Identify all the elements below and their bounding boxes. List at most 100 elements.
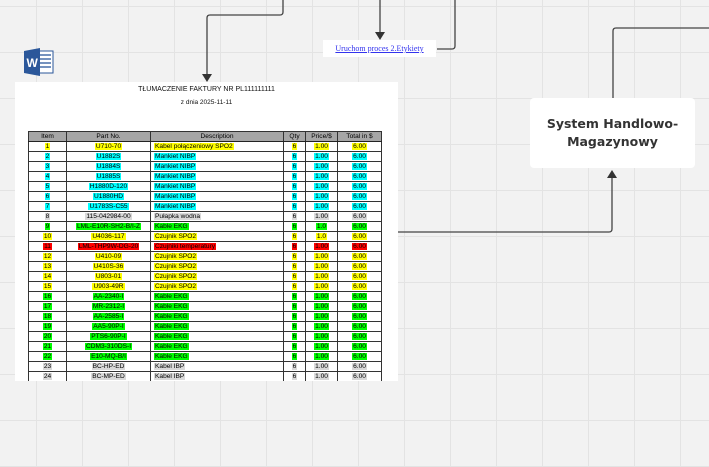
total: 6.00: [352, 363, 367, 370]
table-row: 22 E10-MQ-B/I Kable EKG 6 1.00 6.00: [28, 351, 382, 362]
table-row: 6 U1880HD Mankiet NIBP 6 1.00 6.00: [28, 191, 382, 202]
quantity-cell: 6: [283, 361, 306, 372]
part-number-cell: H1880D-120: [66, 181, 151, 192]
system-node[interactable]: System Handlowo-Magazynowy: [530, 98, 695, 168]
quantity-cell: 6: [283, 271, 306, 282]
total-cell: 6.00: [337, 341, 382, 352]
quantity-cell: 6: [283, 341, 306, 352]
quantity: 6: [291, 203, 298, 210]
table-row: 3 U1884S Mankiet NIBP 6 1.00 6.00: [28, 161, 382, 172]
quantity: 6: [291, 223, 298, 230]
item-number: 7: [44, 203, 51, 210]
item-number: 5: [44, 183, 51, 190]
part-number: U1885S: [95, 173, 122, 180]
total-cell: 6.00: [337, 301, 382, 312]
item-number: 9: [44, 223, 51, 230]
description-cell: Kable EKG: [150, 341, 284, 352]
description: Czujnik SPO2: [154, 273, 198, 280]
price: 1.00: [314, 323, 329, 330]
item-number-cell: 12: [28, 251, 67, 262]
part-number-cell: U4036-117: [66, 231, 151, 242]
price: 1.00: [314, 243, 329, 250]
price: 1.0: [315, 233, 328, 240]
part-number: U4036-117: [91, 233, 126, 240]
table-row: 11 LML-THP9W-DG-20 Czujniki temperatury 6 1.…: [28, 241, 382, 252]
invoice-document[interactable]: TŁUMACZENIE FAKTURY NR PL111111111 z dni…: [15, 82, 398, 381]
quantity: 6: [291, 343, 298, 350]
description: Kable EKG: [154, 313, 189, 320]
description-cell: Kable EKG: [150, 221, 284, 232]
part-number: E10-MQ-B/I: [90, 353, 127, 360]
part-number-cell: 115-042984-00: [66, 211, 151, 222]
description-cell: Czujniki temperatury: [150, 241, 284, 252]
total: 6.00: [352, 273, 367, 280]
total-cell: 6.00: [337, 351, 382, 362]
part-number: MR-2312-I: [91, 303, 126, 310]
description-cell: Kable EKG: [150, 331, 284, 342]
quantity: 6: [291, 213, 298, 220]
quantity-cell: 6: [283, 251, 306, 262]
total: 6.00: [352, 283, 367, 290]
price-cell: 1.00: [305, 291, 338, 302]
table-row: 2 U1882S Mankiet NIBP 6 1.00 6.00: [28, 151, 382, 162]
price-cell: 1.00: [305, 241, 338, 252]
item-number: 21: [42, 343, 53, 350]
quantity-cell: 6: [283, 321, 306, 332]
item-number-cell: 21: [28, 341, 67, 352]
total-cell: 6.00: [337, 201, 382, 212]
table-row: 7 U1783S-C55 Mankiet NIBP 6 1.00 6.00: [28, 201, 382, 212]
part-number-cell: U1885S: [66, 171, 151, 182]
table-row: 8 115-042984-00 Pułapka wodna 6 1.00 6.00: [28, 211, 382, 222]
quantity-cell: 6: [283, 151, 306, 162]
total-cell: 6.00: [337, 141, 382, 152]
item-number: 3: [44, 163, 51, 170]
document-date: z dnia 2025-11-11: [180, 99, 233, 106]
quantity-cell: 6: [283, 311, 306, 322]
quantity-cell: 6: [283, 141, 306, 152]
total-cell: 6.00: [337, 311, 382, 322]
price-cell: 1.00: [305, 161, 338, 172]
item-number-cell: 18: [28, 311, 67, 322]
part-number-cell: U1882S: [66, 151, 151, 162]
table-row: 21 CDM3-310DS-I Kable EKG 6 1.00 6.00: [28, 341, 382, 352]
part-number-cell: U410-09: [66, 251, 151, 262]
price-cell: 1.00: [305, 251, 338, 262]
quantity: 6: [291, 303, 298, 310]
total: 6.00: [352, 333, 367, 340]
description: Czujnik SPO2: [154, 253, 198, 260]
table-row: 19 AA5-90P-I Kable EKG 6 1.00 6.00: [28, 321, 382, 332]
price-cell: 1.00: [305, 371, 338, 381]
description-cell: Mankiet NIBP: [150, 181, 284, 192]
part-number: 115-042984-00: [85, 213, 132, 220]
quantity: 6: [291, 273, 298, 280]
description: Kable EKG: [154, 293, 189, 300]
part-number-cell: U1783S-C55: [66, 201, 151, 212]
total: 6.00: [352, 353, 367, 360]
quantity: 6: [291, 283, 298, 290]
total: 6.00: [352, 313, 367, 320]
connector-document-to-system: [398, 176, 613, 233]
run-process-labels-link[interactable]: Uruchom proces 2.Etykiety: [323, 40, 436, 57]
item-number: 2: [44, 153, 51, 160]
description-cell: Kable EKG: [150, 311, 284, 322]
item-number: 1: [44, 143, 51, 150]
table-row: 5 H1880D-120 Mankiet NIBP 6 1.00 6.00: [28, 181, 382, 192]
description: Mankiet NIBP: [154, 203, 197, 210]
total: 6.00: [352, 213, 367, 220]
part-number-cell: U803-01: [66, 271, 151, 282]
part-number-cell: U1880HD: [66, 191, 151, 202]
item-number-cell: 11: [28, 241, 67, 252]
total-cell: 6.00: [337, 211, 382, 222]
connector-to-system-top: [612, 27, 709, 98]
price-cell: 1.00: [305, 271, 338, 282]
item-number-cell: 9: [28, 221, 67, 232]
price-cell: 1.00: [305, 361, 338, 372]
quantity-cell: 6: [283, 291, 306, 302]
column-header: Price/$: [305, 131, 338, 142]
total: 6.00: [352, 253, 367, 260]
item-number: 4: [44, 173, 51, 180]
total: 6.00: [352, 343, 367, 350]
part-number: U803-01: [94, 273, 123, 280]
item-number: 15: [42, 283, 53, 290]
total-cell: 6.00: [337, 181, 382, 192]
